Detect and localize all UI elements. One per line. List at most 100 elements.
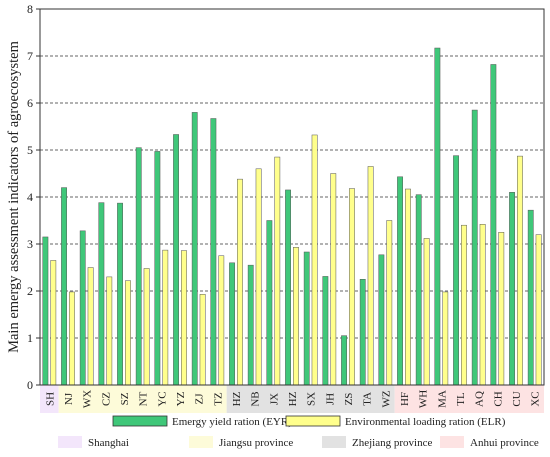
bar-eyr-ta bbox=[359, 279, 366, 386]
category-label-tz: TZ bbox=[212, 392, 224, 406]
bar-eyr-tz bbox=[210, 118, 217, 386]
y-tick-label: 3 bbox=[27, 237, 33, 251]
category-label-sx: SX bbox=[306, 392, 318, 406]
bar-eyr-nj bbox=[61, 187, 67, 386]
legend-swatch-zhejiang bbox=[322, 436, 346, 448]
bar-elr-wz bbox=[386, 220, 393, 386]
bar-elr-cu bbox=[517, 155, 523, 386]
bar-eyr-yc bbox=[154, 151, 161, 386]
bar-elr-jh bbox=[330, 173, 337, 386]
category-label-cz: CZ bbox=[100, 392, 112, 406]
y-axis-ticks: 0 1 2 3 4 5 6 7 8 bbox=[27, 2, 40, 392]
category-label-wz: WZ bbox=[380, 390, 392, 407]
category-label-sz: SZ bbox=[119, 392, 131, 405]
legend-label-eyr: Emergy yield ration (EYR) bbox=[172, 416, 292, 428]
bar-elr-ch bbox=[498, 232, 505, 386]
bar-elr-hz bbox=[293, 247, 299, 386]
bar-eyr-wh bbox=[415, 194, 422, 386]
legend-swatch-anhui bbox=[440, 436, 464, 448]
bar-eyr-zs bbox=[341, 335, 347, 386]
legend-label-anhui: Anhui province bbox=[470, 437, 539, 449]
category-label-xc: XC bbox=[530, 391, 542, 406]
y-tick-label: 6 bbox=[27, 96, 33, 110]
legend-label-elr: Environmental loading ration (ELR) bbox=[345, 416, 506, 428]
bar-elr-hz bbox=[237, 178, 243, 386]
legend-label-shanghai: Shanghai bbox=[88, 437, 129, 449]
bar-elr-nt bbox=[143, 268, 150, 386]
bars bbox=[42, 47, 542, 386]
bar-elr-zs bbox=[349, 188, 355, 386]
group-band-shanghai bbox=[40, 385, 59, 413]
y-tick-label: 7 bbox=[27, 49, 33, 63]
bar-elr-tl bbox=[461, 224, 467, 386]
category-label-zs: ZS bbox=[343, 393, 355, 406]
bar-elr-sx bbox=[311, 134, 318, 386]
y-tick-label: 8 bbox=[27, 2, 33, 16]
category-label-sh: SH bbox=[44, 392, 56, 406]
bar-eyr-hz bbox=[229, 262, 235, 386]
bar-eyr-aq bbox=[471, 109, 478, 386]
bar-elr-zj bbox=[199, 294, 206, 386]
category-label-jh: JH bbox=[324, 393, 336, 405]
legend-swatch-eyr bbox=[112, 415, 168, 427]
legend-swatch-jiangsu bbox=[189, 436, 213, 448]
group-band-zhejiang-province bbox=[226, 385, 395, 413]
bar-eyr-ch bbox=[490, 64, 497, 386]
category-label-nb: NB bbox=[250, 391, 262, 406]
category-label-jx: JX bbox=[268, 393, 280, 405]
legend-swatch-shanghai bbox=[58, 436, 82, 448]
y-tick-label: 4 bbox=[27, 190, 33, 204]
y-tick-label: 5 bbox=[27, 143, 33, 157]
bar-elr-yc bbox=[162, 249, 169, 386]
bar-elr-wx bbox=[87, 267, 94, 386]
bar-elr-sh bbox=[50, 260, 57, 386]
bar-elr-nb bbox=[255, 168, 262, 386]
category-label-ma: MA bbox=[436, 390, 448, 408]
bar-elr-nj bbox=[69, 291, 75, 386]
category-label-wx: WX bbox=[82, 390, 94, 408]
bar-eyr-sh bbox=[42, 236, 49, 386]
y-tick-label: 0 bbox=[27, 378, 33, 392]
bar-elr-jx bbox=[274, 156, 281, 386]
bar-eyr-jx bbox=[266, 220, 273, 386]
legend-label-jiangsu: Jiangsu province bbox=[219, 437, 293, 449]
category-label-ch: CH bbox=[492, 391, 504, 406]
legend-label-zhejiang: Zhejiang province bbox=[352, 437, 432, 449]
y-tick-label: 2 bbox=[27, 284, 33, 298]
group-band-jiangsu-province bbox=[58, 385, 227, 413]
bar-eyr-hf bbox=[397, 176, 403, 386]
bar-elr-ma bbox=[442, 291, 449, 386]
category-label-cu: CU bbox=[511, 391, 523, 406]
bar-eyr-yz bbox=[173, 134, 179, 386]
category-label-tl: TL bbox=[455, 392, 467, 406]
bar-eyr-sz bbox=[117, 202, 123, 386]
y-axis-label: Main emergy assessment indicators of agr… bbox=[6, 40, 22, 353]
bar-eyr-sx bbox=[303, 251, 310, 386]
gridlines bbox=[40, 55, 544, 339]
bar-elr-cz bbox=[106, 276, 113, 386]
bar-eyr-wx bbox=[79, 230, 86, 386]
bar-elr-wh bbox=[423, 238, 430, 386]
bar-eyr-cz bbox=[98, 202, 105, 386]
province-group-bands bbox=[40, 385, 544, 413]
bar-eyr-hz bbox=[285, 189, 291, 386]
category-label-hz: HZ bbox=[231, 391, 243, 406]
category-label-wh: WH bbox=[418, 390, 430, 408]
category-label-zj: ZJ bbox=[194, 393, 206, 405]
x-axis-categories: SH NJ WX CZ SZ NT YC YZ ZJ TZ HZ NB JX HZ SX JH ZS TA WZ HF… bbox=[44, 390, 541, 408]
bar-eyr-jh bbox=[322, 276, 329, 386]
bar-elr-xc bbox=[535, 234, 542, 386]
bar-elr-aq bbox=[479, 224, 486, 386]
legend-swatch-elr bbox=[285, 415, 341, 427]
bar-eyr-zj bbox=[191, 112, 198, 386]
bar-elr-ta bbox=[367, 166, 374, 386]
bar-eyr-nt bbox=[135, 147, 142, 386]
bar-eyr-cu bbox=[509, 192, 515, 386]
group-band-anhui-province bbox=[394, 385, 544, 413]
category-label-yz: YZ bbox=[175, 391, 187, 406]
category-label-hf: HF bbox=[399, 392, 411, 406]
bar-eyr-xc bbox=[527, 209, 534, 386]
category-label-hz: HZ bbox=[287, 391, 299, 406]
bar-eyr-tl bbox=[453, 155, 459, 386]
